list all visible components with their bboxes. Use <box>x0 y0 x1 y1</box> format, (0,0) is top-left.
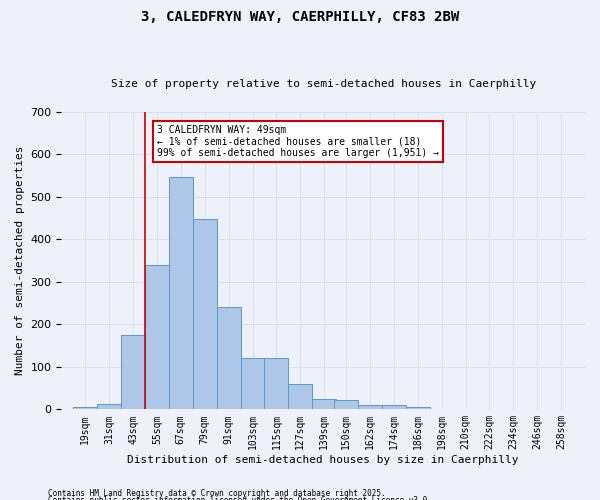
Bar <box>169 177 193 410</box>
Bar <box>145 265 169 410</box>
X-axis label: Distribution of semi-detached houses by size in Caerphilly: Distribution of semi-detached houses by … <box>127 455 519 465</box>
Bar <box>217 306 241 410</box>
Bar <box>334 400 358 409</box>
Text: 3 CALEDFRYN WAY: 49sqm
← 1% of semi-detached houses are smaller (18)
99% of semi: 3 CALEDFRYN WAY: 49sqm ← 1% of semi-deta… <box>157 124 439 158</box>
Bar <box>289 384 312 409</box>
Y-axis label: Number of semi-detached properties: Number of semi-detached properties <box>15 146 25 376</box>
Bar <box>97 404 121 409</box>
Text: 3, CALEDFRYN WAY, CAERPHILLY, CF83 2BW: 3, CALEDFRYN WAY, CAERPHILLY, CF83 2BW <box>141 10 459 24</box>
Bar <box>406 407 430 410</box>
Bar <box>73 407 97 410</box>
Bar <box>382 405 406 409</box>
Bar <box>121 335 145 409</box>
Bar <box>312 398 336 409</box>
Text: Contains HM Land Registry data © Crown copyright and database right 2025.: Contains HM Land Registry data © Crown c… <box>48 488 386 498</box>
Bar <box>241 358 265 410</box>
Bar <box>265 358 289 410</box>
Title: Size of property relative to semi-detached houses in Caerphilly: Size of property relative to semi-detach… <box>110 79 536 89</box>
Text: Contains public sector information licensed under the Open Government Licence v3: Contains public sector information licen… <box>48 496 432 500</box>
Bar <box>358 404 382 409</box>
Bar <box>193 220 217 410</box>
